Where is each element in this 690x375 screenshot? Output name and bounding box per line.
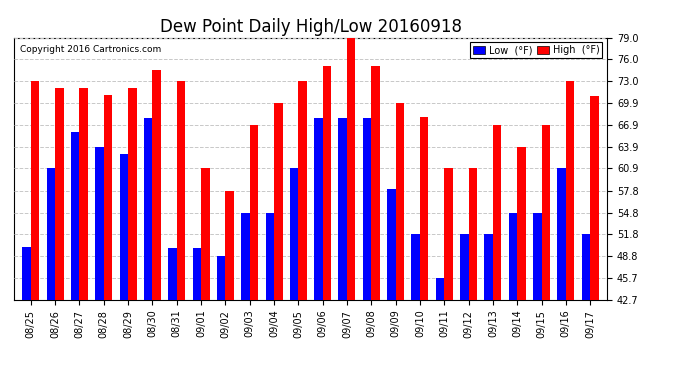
Bar (266, 213, 274, 300)
Bar (363, 118, 371, 300)
Bar (274, 103, 282, 300)
Bar (582, 234, 590, 300)
Bar (168, 248, 177, 300)
Bar (128, 88, 137, 300)
Bar (436, 278, 444, 300)
Bar (314, 118, 323, 300)
Bar (533, 213, 542, 300)
Bar (469, 168, 477, 300)
Bar (95, 147, 104, 300)
Bar (566, 81, 574, 300)
Bar (79, 88, 88, 300)
Bar (193, 248, 201, 300)
Bar (558, 168, 566, 300)
Bar (217, 256, 226, 300)
Bar (509, 213, 518, 300)
Bar (55, 88, 63, 300)
Bar (104, 95, 112, 300)
Bar (339, 118, 347, 300)
Title: Dew Point Daily High/Low 20160918: Dew Point Daily High/Low 20160918 (159, 18, 462, 36)
Bar (484, 234, 493, 300)
Bar (71, 132, 79, 300)
Bar (241, 213, 250, 300)
Bar (250, 125, 258, 300)
Bar (493, 125, 502, 300)
Bar (323, 66, 331, 300)
Bar (226, 191, 234, 300)
Bar (47, 168, 55, 300)
Text: Copyright 2016 Cartronics.com: Copyright 2016 Cartronics.com (20, 45, 161, 54)
Bar (411, 234, 420, 300)
Bar (387, 189, 395, 300)
Bar (395, 103, 404, 300)
Bar (590, 96, 599, 300)
Bar (152, 70, 161, 300)
Bar (177, 81, 185, 300)
Bar (444, 168, 453, 300)
Bar (290, 168, 298, 300)
Bar (144, 118, 152, 300)
Bar (22, 247, 31, 300)
Bar (420, 117, 428, 300)
Bar (371, 66, 380, 300)
Bar (460, 234, 469, 300)
Bar (31, 81, 39, 300)
Legend: Low  (°F), High  (°F): Low (°F), High (°F) (471, 42, 602, 58)
Bar (298, 81, 307, 300)
Bar (347, 38, 355, 300)
Bar (542, 125, 550, 300)
Bar (201, 168, 210, 300)
Bar (119, 154, 128, 300)
Bar (518, 147, 526, 300)
